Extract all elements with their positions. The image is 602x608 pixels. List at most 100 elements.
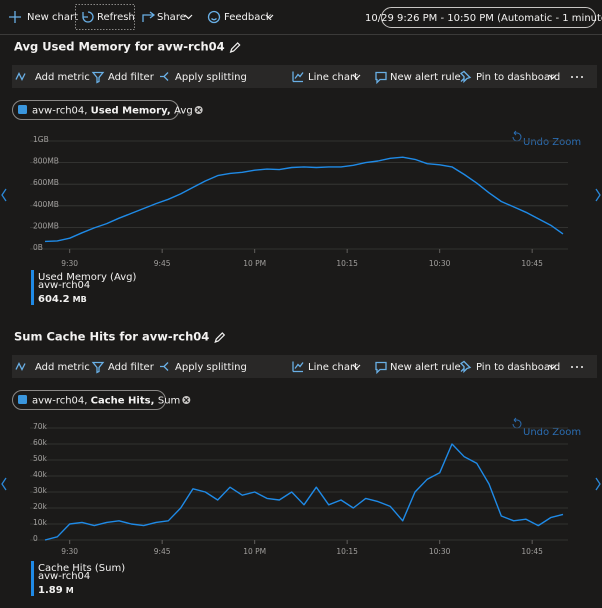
y-tick-label: 1GB [33,135,49,144]
action-button[interactable]: Apply splitting [175,72,247,83]
metric-pill[interactable] [12,390,166,410]
y-tick-label: 800MB [33,157,59,166]
y-tick-label: 50k [33,454,48,463]
y-tick-label: 60k [33,438,48,447]
action-icon [459,70,472,84]
legend-name: Used Memory (Avg) [38,272,136,283]
action-icon [375,71,387,85]
pin-chevron [548,74,557,80]
undo-zoom[interactable]: Undo Zoom [523,137,581,148]
metric-pill-text[interactable]: avw-rch04, Cache Hits, Sum [32,396,180,407]
action-button[interactable]: Apply splitting [175,362,247,373]
more-dot[interactable] [576,366,578,368]
y-tick-label: 0B [33,243,43,252]
pin-chevron [548,364,557,370]
x-tick-label: 10 PM [243,259,266,268]
time-range-pill[interactable] [381,7,596,28]
y-tick-label: 0 [33,534,38,543]
action-icon [91,71,105,84]
y-tick-label: 10k [33,518,48,527]
prev-arrow[interactable] [1,477,7,491]
more-dot[interactable] [581,366,583,368]
x-tick-label: 10:30 [429,547,451,556]
undo-zoom-icon[interactable] [512,130,522,142]
metric-pill-text[interactable]: avw-rch04, Used Memory, Avg [32,106,193,117]
action-button[interactable]: Pin to dashboard [476,72,560,83]
share-chevron [184,14,193,20]
feedback-button[interactable]: Feedback [224,12,272,23]
pill-resource: avw-rch04, [32,396,91,407]
legend-value: 1.89 M [38,585,74,596]
x-tick-label: 10:30 [429,259,451,268]
legend-name: Cache Hits (Sum) [38,563,125,574]
more-dot[interactable] [581,76,583,78]
edit-title-icon[interactable] [214,332,226,343]
action-bar [12,355,597,378]
action-button[interactable]: Add metric [35,72,90,83]
metric-pill[interactable] [12,100,179,120]
action-button[interactable]: Line chart [308,362,358,373]
legend-value-number: 1.89 [38,585,63,596]
next-arrow[interactable] [595,477,601,491]
metric-panel: Avg Used Memory for avw-rch04 Add metric A… [1,40,601,305]
refresh-icon [82,11,94,23]
legend-resource: avw-rch04 [38,280,90,291]
action-button[interactable]: Line chart [308,72,358,83]
legend-swatch [31,561,34,596]
time-range[interactable]: 10/29 9:26 PM - 10:50 PM (Automatic - 1 … [365,13,602,24]
x-tick-label: 10:45 [521,259,543,268]
action-icon [160,72,169,81]
feedback-chevron [265,14,274,20]
x-tick-label: 9:30 [61,259,78,268]
more-dot[interactable] [571,76,573,78]
action-icon [160,362,169,371]
share-button[interactable]: Share [157,12,186,23]
undo-zoom[interactable]: Undo Zoom [523,427,581,438]
feedback-smile [211,18,217,21]
action-icon [375,361,387,375]
top-toolbar: New chart Refresh Share Feedback 10/29 9… [0,4,602,35]
new-chart-button[interactable]: New chart [27,12,78,23]
more-dot[interactable] [571,366,573,368]
panel-title: Sum Cache Hits for avw-rch04 [14,330,209,344]
refresh-button[interactable]: Refresh [97,12,135,23]
prev-arrow[interactable] [1,188,7,202]
action-icon [91,361,105,374]
x-tick-label: 10:45 [521,547,543,556]
x-tick-label: 10:15 [336,259,358,268]
metric-panel: Sum Cache Hits for avw-rch04 Add metric Ad… [1,330,601,596]
x-tick-label: 9:45 [154,259,171,268]
legend-value-unit: MB [73,295,87,304]
panel-title: Avg Used Memory for avw-rch04 [14,40,225,54]
next-arrow[interactable] [595,188,601,202]
remove-pill-x[interactable] [183,397,189,403]
y-tick-label: 200MB [33,221,59,230]
action-button[interactable]: New alert rule [390,72,461,83]
y-tick-label: 600MB [33,178,59,187]
action-button[interactable]: Add filter [108,362,155,373]
series-line [44,156,564,243]
y-tick-label: 400MB [33,200,59,209]
action-button[interactable]: Add metric [35,362,90,373]
action-icon [292,361,304,373]
pill-resource: avw-rch04, [32,106,91,117]
undo-zoom-icon[interactable] [512,417,522,429]
action-button[interactable]: Add filter [108,72,155,83]
x-tick-label: 10:15 [336,547,358,556]
more-dot[interactable] [576,76,578,78]
resource-icon [18,105,27,114]
x-tick-label: 9:45 [154,547,171,556]
pill-aggregation: Sum [158,396,180,407]
action-icon [15,362,26,371]
edit-title-icon[interactable] [229,42,241,53]
share-icon [142,11,156,22]
action-button[interactable]: Pin to dashboard [476,362,560,373]
chart-type-chevron [352,364,361,370]
action-button[interactable]: New alert rule [390,362,461,373]
series-line [44,443,564,541]
legend-swatch [31,270,34,305]
remove-pill-x[interactable] [196,107,202,113]
y-tick-label: 30k [33,486,48,495]
